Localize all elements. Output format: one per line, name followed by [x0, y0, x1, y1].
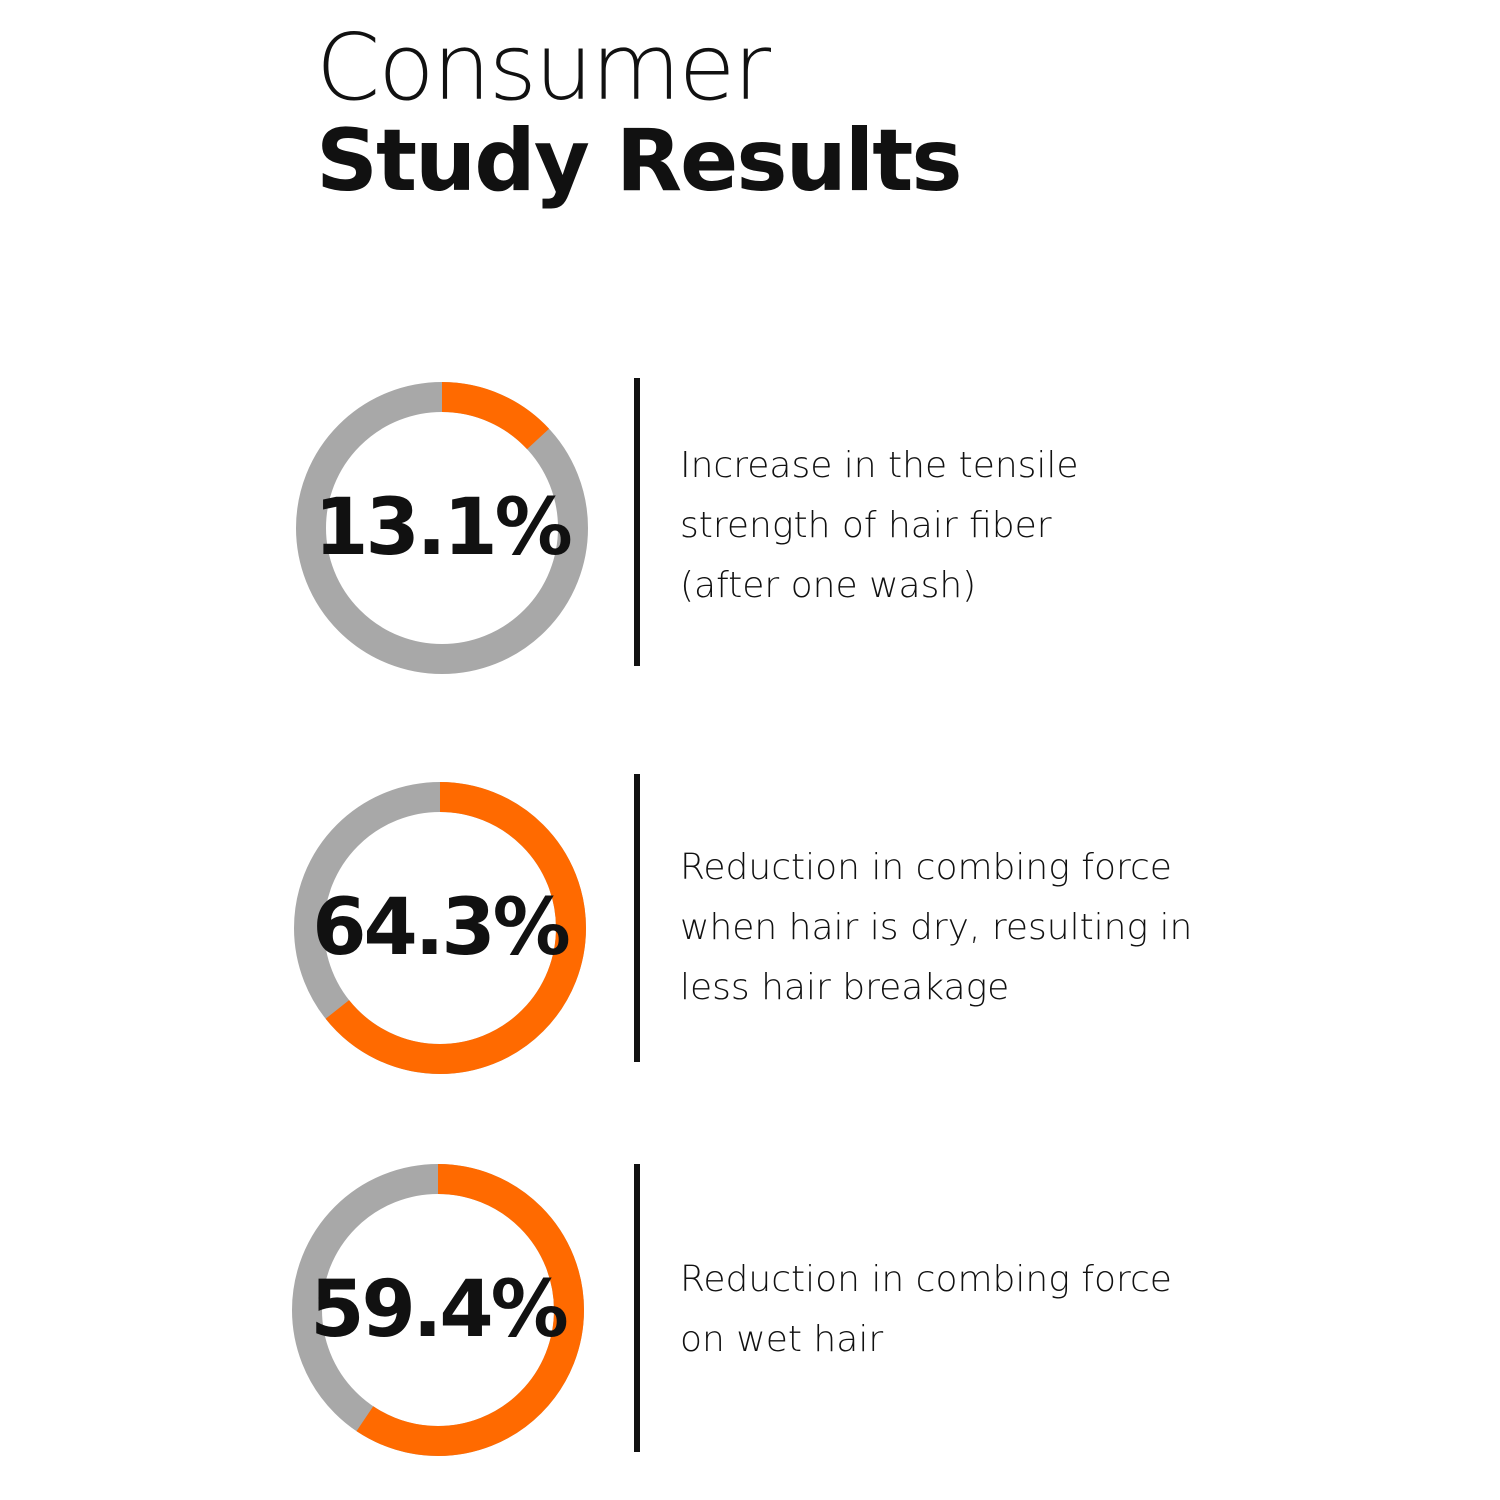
- donut-2-svg: [294, 782, 586, 1074]
- stat-2-description-line-1: Reduction in combing force: [680, 847, 1172, 888]
- stat-2-description-line-2: when hair is dry, resulting in: [680, 907, 1193, 948]
- donut-3-svg: [292, 1164, 584, 1456]
- stat-1-description-line-1: Increase in the tensile: [680, 445, 1079, 486]
- stat-3-divider: [634, 1164, 640, 1452]
- stat-1: 13.1% Increase in the tensile strength o…: [0, 378, 1500, 678]
- donut-1-value-label: 13.1%: [314, 483, 573, 573]
- page-title-line-1: Consumer: [316, 14, 771, 121]
- stat-1-description-line-3: (after one wash): [680, 565, 977, 606]
- stat-1-description-line-2: strength of hair fiber: [680, 505, 1052, 546]
- stat-2-divider: [634, 774, 640, 1062]
- donut-3-value-label: 59.4%: [310, 1265, 569, 1355]
- stat-2-description-line-3: less hair breakage: [680, 967, 1010, 1008]
- stat-3: 59.4% Reduction in combing force on wet …: [0, 1164, 1500, 1464]
- donut-3-value-arc: [292, 1164, 584, 1456]
- stat-3-description: Reduction in combing force on wet hair: [680, 1250, 1280, 1370]
- stat-1-divider: [634, 378, 640, 666]
- donut-2-value-label: 64.3%: [312, 883, 571, 973]
- donut-chart-2: 64.3%: [290, 778, 590, 1078]
- donut-chart-1: 13.1%: [292, 378, 592, 678]
- page-title-line-2: Study Results: [316, 111, 963, 211]
- donut-chart-3: 59.4%: [288, 1160, 588, 1460]
- donut-2-value-arc: [294, 782, 586, 1074]
- donut-1-value-arc: [296, 382, 588, 674]
- stat-1-description: Increase in the tensile strength of hair…: [680, 436, 1280, 616]
- stat-3-description-line-2: on wet hair: [680, 1319, 884, 1360]
- stat-2-description: Reduction in combing force when hair is …: [680, 838, 1280, 1018]
- stat-2: 64.3% Reduction in combing force when ha…: [0, 774, 1500, 1074]
- stat-3-description-line-1: Reduction in combing force: [680, 1259, 1172, 1300]
- donut-1-svg: [296, 382, 588, 674]
